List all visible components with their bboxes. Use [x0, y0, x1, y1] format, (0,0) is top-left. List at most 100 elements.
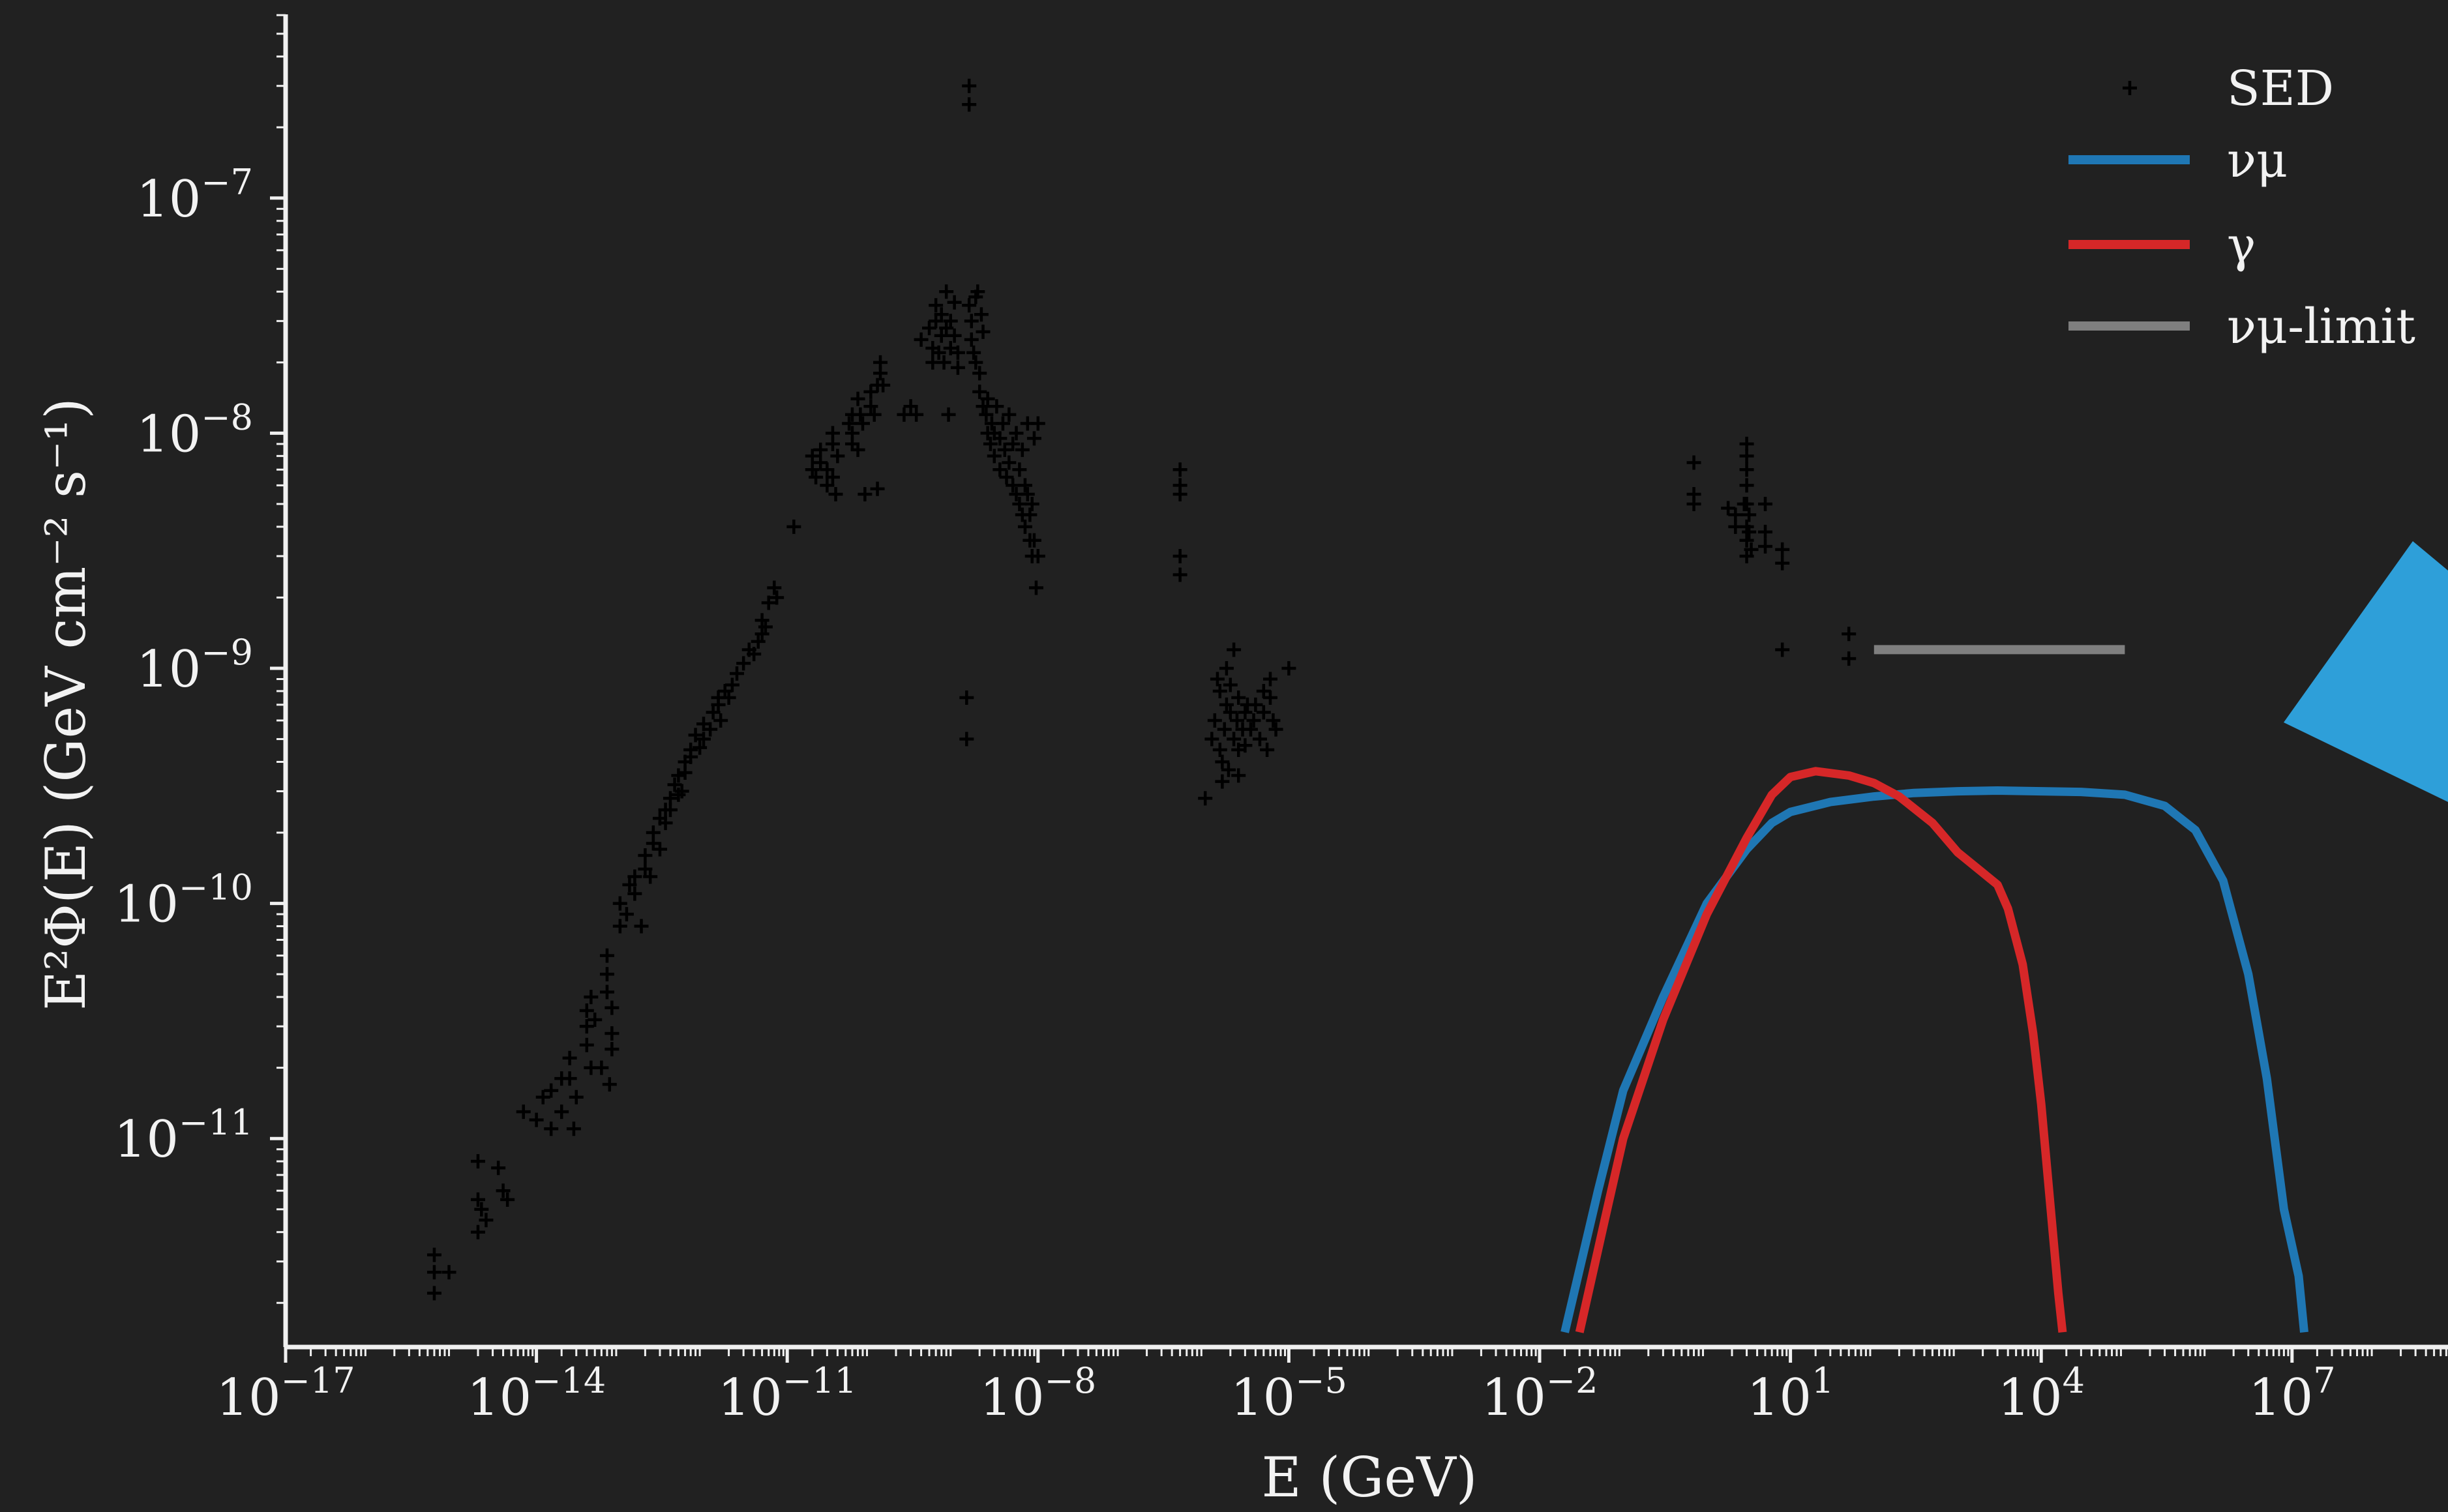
sed-point — [966, 345, 981, 360]
x-tick-label: 10−8 — [979, 1360, 1096, 1427]
sed-point — [929, 298, 944, 313]
sed-point — [721, 690, 736, 705]
sed-point — [1006, 436, 1021, 451]
sed-point — [903, 399, 918, 414]
sed-point — [1217, 722, 1232, 737]
sed-point — [1223, 705, 1238, 720]
sed-point — [1238, 738, 1253, 753]
sed-point — [1246, 713, 1261, 728]
sed-point — [1758, 524, 1773, 539]
sed-point — [674, 784, 689, 799]
sed-point — [943, 314, 958, 329]
sed-point — [844, 426, 859, 441]
x-tick-label: 10−11 — [718, 1360, 857, 1427]
sed-point — [638, 848, 653, 863]
sed-point — [1243, 722, 1258, 737]
sed-point — [941, 407, 956, 422]
sed-point — [1686, 455, 1701, 470]
sed-point — [934, 328, 949, 343]
sed-point — [1172, 567, 1187, 582]
sed-point — [599, 948, 614, 963]
sed-point — [936, 355, 951, 370]
sed-point — [579, 1003, 594, 1018]
sed-point — [683, 749, 698, 764]
sed-point — [663, 803, 678, 818]
sed-point — [993, 431, 1008, 446]
sed-point — [767, 580, 782, 595]
sed-point — [1009, 426, 1024, 441]
sed-point — [989, 399, 1004, 414]
sed-point — [1248, 697, 1263, 712]
sed-point — [470, 1224, 485, 1239]
sed-point — [939, 284, 954, 299]
sed-point — [1030, 548, 1045, 563]
sed-point — [863, 399, 878, 414]
sed-point — [1742, 507, 1757, 522]
sed-point — [470, 1192, 485, 1207]
sed-point — [805, 462, 820, 477]
sed-point — [950, 360, 965, 375]
sed-point — [858, 487, 873, 502]
sed-point — [1252, 732, 1267, 747]
sed-point — [554, 1104, 569, 1119]
sed-point — [544, 1121, 559, 1136]
sed-point — [1172, 462, 1187, 477]
sed-point — [1260, 743, 1275, 758]
sed-point — [1026, 533, 1041, 548]
sed-point — [1758, 496, 1773, 511]
sed-point — [605, 1000, 619, 1015]
sed-point — [970, 284, 985, 299]
sed-point — [830, 449, 845, 464]
sed-point — [1172, 548, 1187, 563]
sed-point — [805, 449, 820, 464]
sed-point — [1172, 487, 1187, 502]
sed-point — [1775, 642, 1790, 657]
sed-point — [1739, 478, 1754, 493]
sed-point — [769, 590, 784, 605]
sed-point — [1022, 507, 1037, 522]
sed-point — [426, 1247, 441, 1262]
sed-point — [638, 861, 653, 876]
sed-point — [1198, 791, 1213, 806]
sed-point — [968, 355, 983, 370]
sed-point — [1215, 774, 1230, 789]
sed-point — [1028, 580, 1043, 595]
sed-point — [972, 384, 987, 399]
sed-point — [643, 869, 658, 884]
sed-point — [627, 869, 642, 884]
sed-point — [1842, 651, 1857, 666]
sed-point — [1238, 705, 1253, 720]
sed-point — [529, 1112, 544, 1127]
legend: SED νμ γ νμ-limit — [2068, 61, 2415, 355]
sed-point — [850, 391, 865, 406]
sed-point — [974, 307, 989, 322]
sed-point — [711, 697, 726, 712]
sed-point — [652, 842, 667, 857]
sed-point — [809, 469, 824, 484]
nu-mu-line — [1560, 786, 2308, 1333]
sed-point — [1017, 478, 1032, 493]
sed-point — [1721, 501, 1736, 516]
sed-point — [1015, 442, 1030, 457]
sed-point — [997, 442, 1012, 457]
sed-point — [873, 355, 888, 370]
y-tick-label: 10−8 — [136, 396, 253, 464]
sed-point — [1256, 705, 1271, 720]
sed-point — [667, 777, 682, 792]
sed-point — [703, 722, 718, 737]
y-tick-label: 10−11 — [114, 1102, 253, 1169]
sed-point — [496, 1183, 511, 1198]
x-tick-label: 10−5 — [1231, 1360, 1347, 1427]
sed-point — [730, 666, 745, 681]
sed-point — [696, 732, 711, 747]
sed-point — [980, 391, 995, 406]
sed-point — [579, 1019, 594, 1034]
sed-point — [599, 985, 614, 1000]
sed-point — [736, 656, 751, 671]
sed-point — [605, 1026, 619, 1041]
sed-point — [678, 765, 693, 780]
sed-point — [688, 728, 703, 743]
sed-point — [1231, 768, 1246, 783]
sed-point — [853, 407, 868, 422]
sed-point — [426, 1265, 441, 1280]
